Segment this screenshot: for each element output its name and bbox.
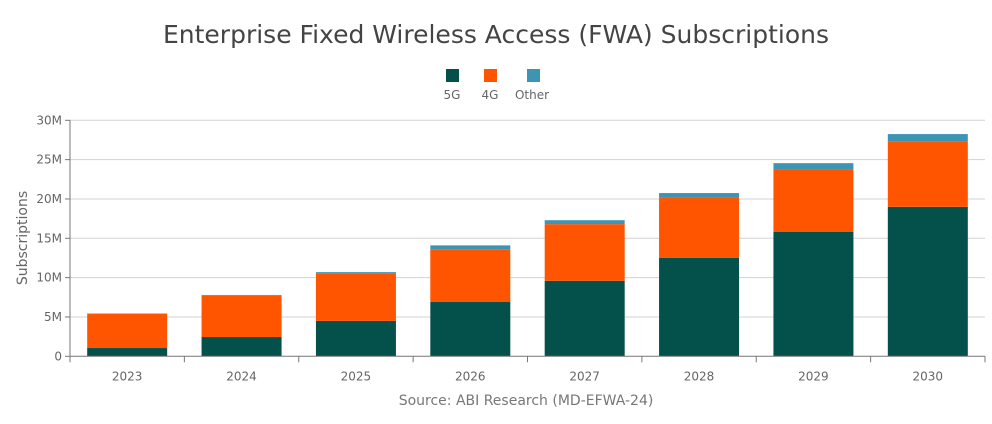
x-tick-label: 2028 [684, 369, 715, 383]
legend-swatch-other [527, 69, 540, 82]
x-tick-label: 2026 [455, 369, 486, 383]
bar-5g-2026 [430, 302, 510, 356]
source-note: Source: ABI Research (MD-EFWA-24) [399, 393, 654, 409]
y-axis-label: Subscriptions [15, 191, 31, 285]
bar-5g-2025 [316, 321, 396, 356]
bar-other-2030 [888, 134, 968, 141]
legend-label-5g: 5G [444, 88, 461, 102]
y-tick-label: 5M [44, 310, 62, 324]
legend-swatch-4g [484, 69, 497, 82]
bar-5g-2023 [87, 348, 167, 356]
bar-other-2024 [202, 295, 282, 296]
y-tick-label: 10M [36, 271, 62, 285]
bar-4g-2023 [87, 314, 167, 348]
x-tick-label: 2030 [913, 369, 944, 383]
bar-5g-2024 [202, 337, 282, 356]
legend-swatch-5g [446, 69, 459, 82]
bar-4g-2024 [202, 296, 282, 337]
y-tick-label: 0 [54, 349, 62, 363]
y-tick-label: 30M [36, 113, 62, 127]
y-tick-label: 25M [36, 153, 62, 167]
bar-4g-2028 [659, 197, 739, 258]
bar-other-2028 [659, 193, 739, 197]
y-tick-label: 20M [36, 192, 62, 206]
bar-4g-2029 [773, 169, 853, 232]
x-tick-label: 2023 [112, 369, 143, 383]
bar-4g-2026 [430, 249, 510, 302]
bar-5g-2030 [888, 207, 968, 356]
chart-title: Enterprise Fixed Wireless Access (FWA) S… [163, 20, 829, 49]
bar-5g-2028 [659, 258, 739, 356]
bar-4g-2030 [888, 141, 968, 207]
bar-5g-2027 [545, 281, 625, 357]
bar-other-2027 [545, 220, 625, 224]
legend-label-other: Other [515, 88, 549, 102]
bar-4g-2027 [545, 224, 625, 281]
bars [87, 134, 968, 356]
bar-other-2025 [316, 272, 396, 274]
legend: 5G 4G Other [444, 69, 550, 102]
x-tick-label: 2029 [798, 369, 829, 383]
legend-label-4g: 4G [482, 88, 499, 102]
x-tick-label: 2027 [569, 369, 600, 383]
bar-4g-2025 [316, 274, 396, 321]
bar-other-2026 [430, 245, 510, 249]
bar-other-2029 [773, 163, 853, 169]
y-tick-label: 15M [36, 231, 62, 245]
x-tick-label: 2025 [341, 369, 372, 383]
x-tick-label: 2024 [226, 369, 257, 383]
bar-5g-2029 [773, 232, 853, 356]
